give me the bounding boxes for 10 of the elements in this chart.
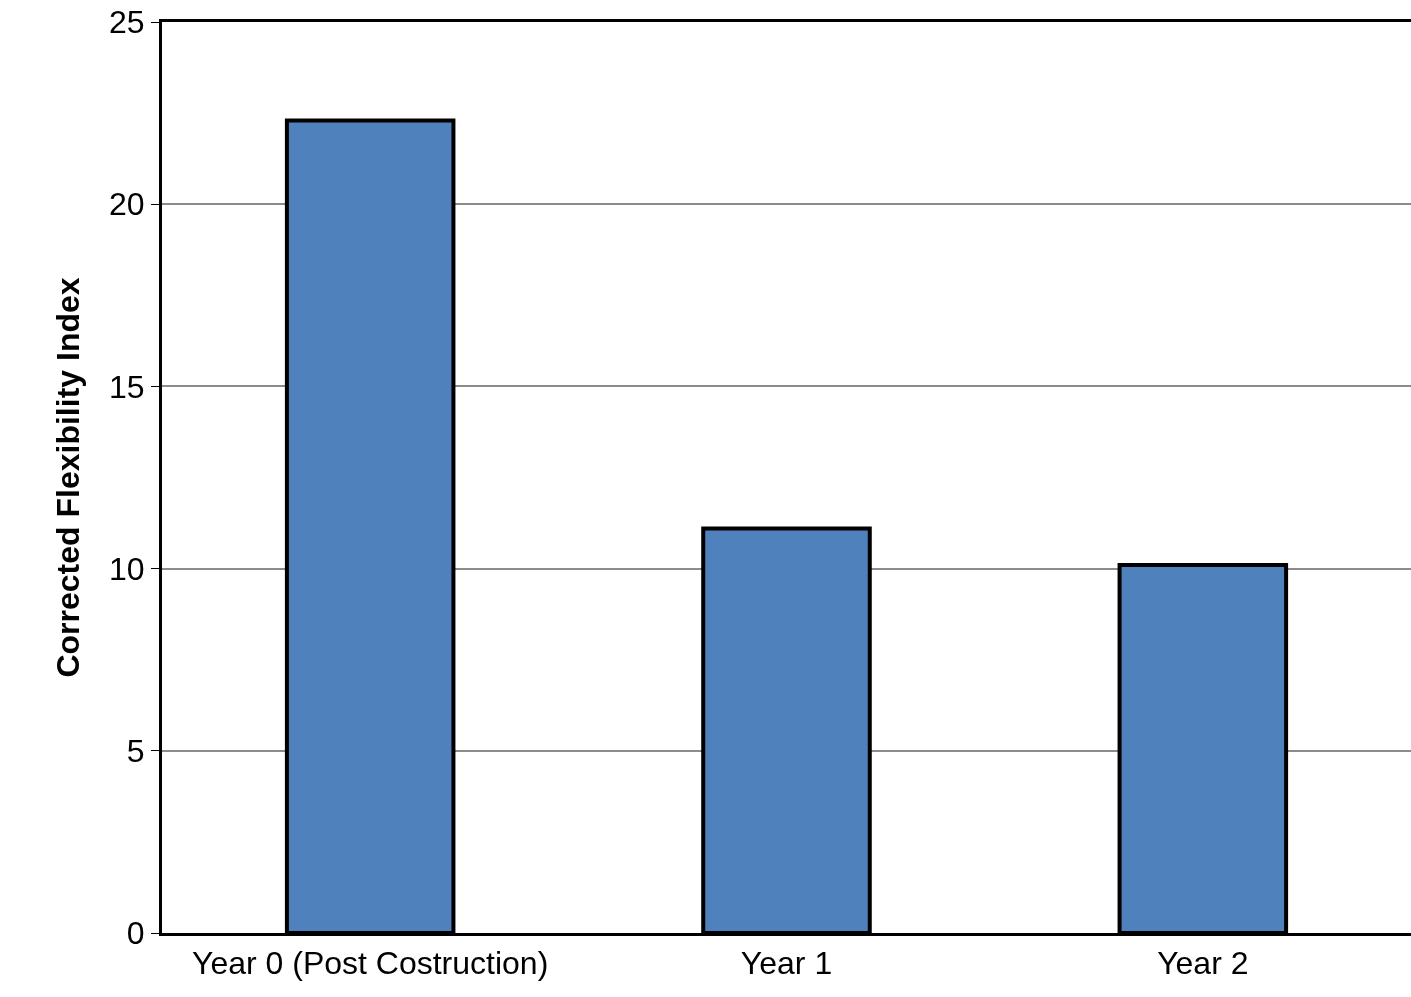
y-tick-label: 25 [109, 4, 145, 41]
y-tick-label: 5 [126, 733, 145, 769]
x-tick-label: Year 2 [1157, 945, 1249, 982]
x-tick-label: Year 0 (Post Costruction) [192, 945, 549, 982]
y-tick-label: 0 [126, 915, 145, 952]
y-tick-label: 10 [109, 550, 145, 587]
y-tick-label: 15 [109, 368, 145, 405]
y-tick-label: 20 [109, 186, 145, 223]
y-axis-title: Corrected Flexibility Index [50, 277, 87, 678]
x-tick-label: Year 1 [740, 945, 833, 982]
